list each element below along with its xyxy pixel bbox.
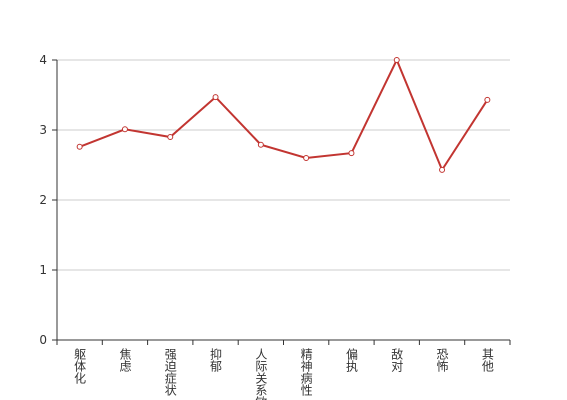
x-tick-label: 其他	[480, 348, 494, 372]
y-tick-label: 0	[39, 333, 47, 347]
x-tick-label: 抑郁	[209, 347, 223, 373]
y-tick-label: 2	[39, 193, 47, 207]
x-tick-label: 精神病性	[299, 348, 313, 397]
y-tick-label: 3	[39, 123, 47, 137]
point	[484, 96, 491, 103]
point	[76, 143, 83, 150]
point	[121, 126, 128, 133]
point	[439, 166, 446, 173]
point	[167, 134, 174, 140]
point	[303, 155, 310, 161]
x-tick-label: 焦虑	[118, 348, 132, 372]
point	[393, 57, 400, 63]
y-tick-label: 4	[39, 53, 47, 67]
x-tick-label: 强迫症状	[163, 348, 177, 396]
point	[212, 94, 219, 101]
x-tick-label: 躯体化	[73, 347, 87, 385]
x-tick-label: 敌对	[390, 347, 404, 372]
x-tick-label: 人际关系敏感	[254, 348, 268, 400]
x-tick-label: 偏执	[344, 347, 358, 373]
line	[79, 57, 489, 173]
y-tick-label: 1	[39, 263, 47, 277]
point	[348, 150, 355, 157]
x-tick-label: 恐怖	[435, 348, 449, 372]
point	[257, 141, 264, 148]
